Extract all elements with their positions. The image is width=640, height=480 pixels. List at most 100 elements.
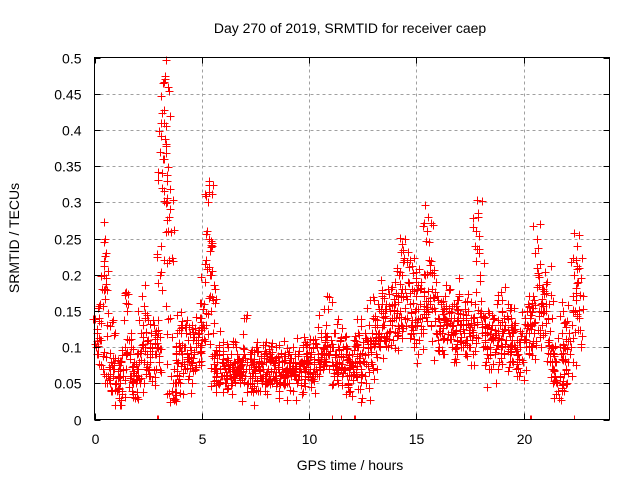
y-tick-label: 0.45: [54, 87, 81, 103]
y-axis-label: SRMTID / TECUs: [6, 183, 22, 293]
x-axis-label: GPS time / hours: [297, 457, 404, 473]
data-point: [518, 308, 527, 317]
data-point: [421, 201, 430, 210]
data-point: [160, 106, 169, 115]
data-point: [492, 379, 501, 388]
data-point: [424, 287, 433, 296]
data-point: [389, 336, 398, 345]
data-point: [321, 338, 330, 347]
data-point: [311, 389, 320, 398]
data-point: [195, 358, 204, 367]
data-point: [206, 340, 215, 349]
data-point: [481, 322, 490, 331]
data-point: [549, 297, 558, 306]
data-point: [451, 329, 460, 338]
data-point: [151, 381, 160, 390]
data-point: [320, 355, 329, 364]
data-point: [101, 295, 110, 304]
data-point: [563, 379, 572, 388]
data-point: [470, 361, 479, 370]
data-point: [357, 315, 366, 324]
data-point: [536, 326, 545, 335]
data-point: [520, 336, 529, 345]
data-point: [533, 235, 542, 244]
data-point: [407, 330, 416, 339]
data-point: [486, 330, 495, 339]
data-point: [254, 387, 263, 396]
data-point: [152, 365, 161, 374]
data-point: [348, 392, 357, 401]
data-point: [106, 349, 115, 358]
data-point: [337, 352, 346, 361]
data-point: [388, 316, 397, 325]
data-point: [401, 304, 410, 313]
data-point: [448, 321, 457, 330]
data-point: [142, 328, 151, 337]
data-point: [501, 283, 510, 292]
data-point: [156, 333, 165, 342]
data-point: [422, 313, 431, 322]
data-point: [100, 257, 109, 266]
data-point: [408, 316, 417, 325]
data-point: [420, 270, 429, 279]
data-point: [161, 72, 170, 81]
data-point: [127, 329, 136, 338]
data-point: [558, 387, 567, 396]
data-point: [168, 333, 177, 342]
data-point: [123, 307, 132, 316]
data-point: [285, 348, 294, 357]
data-point: [95, 334, 104, 343]
data-point: [342, 332, 351, 341]
data-point: [176, 379, 185, 388]
data-point: [382, 342, 391, 351]
data-point: [469, 350, 478, 359]
data-point: [208, 239, 217, 248]
data-point: [425, 256, 434, 265]
data-point: [173, 367, 182, 376]
data-point: [235, 355, 244, 364]
data-point: [410, 335, 419, 344]
data-point: [153, 339, 162, 348]
data-point: [578, 254, 587, 263]
data-point: [457, 320, 466, 329]
data-point: [312, 340, 321, 349]
data-point: [117, 357, 126, 366]
data-point: [420, 219, 429, 228]
data-point: [421, 271, 430, 280]
data-point: [155, 358, 164, 367]
data-point: [500, 325, 509, 334]
data-point: [494, 365, 503, 374]
data-point: [429, 293, 438, 302]
data-point: [229, 337, 238, 346]
data-point: [503, 312, 512, 321]
data-point: [476, 309, 485, 318]
data-point: [439, 335, 448, 344]
x-tick-label: 20: [517, 431, 533, 447]
data-point: [440, 334, 449, 343]
data-point: [428, 337, 437, 346]
data-point: [438, 329, 447, 338]
data-point: [558, 329, 567, 338]
data-point: [341, 366, 350, 375]
data-point: [394, 346, 403, 355]
data-point: [301, 382, 310, 391]
data-point: [137, 329, 146, 338]
data-point: [358, 394, 367, 403]
data-point: [141, 309, 150, 318]
data-point: [250, 382, 259, 391]
data-point: [397, 321, 406, 330]
x-tick-label: 0: [92, 431, 100, 447]
data-point: [541, 329, 550, 338]
data-point: [208, 293, 217, 302]
data-point: [162, 199, 171, 208]
data-point: [559, 307, 568, 316]
data-point: [470, 313, 479, 322]
data-point: [481, 361, 490, 370]
data-point: [423, 227, 432, 236]
data-point: [550, 394, 559, 403]
plot-frame: [94, 57, 610, 420]
data-point: [351, 358, 360, 367]
data-point: [275, 341, 284, 350]
data-point: [433, 292, 442, 301]
data-point: [103, 286, 112, 295]
